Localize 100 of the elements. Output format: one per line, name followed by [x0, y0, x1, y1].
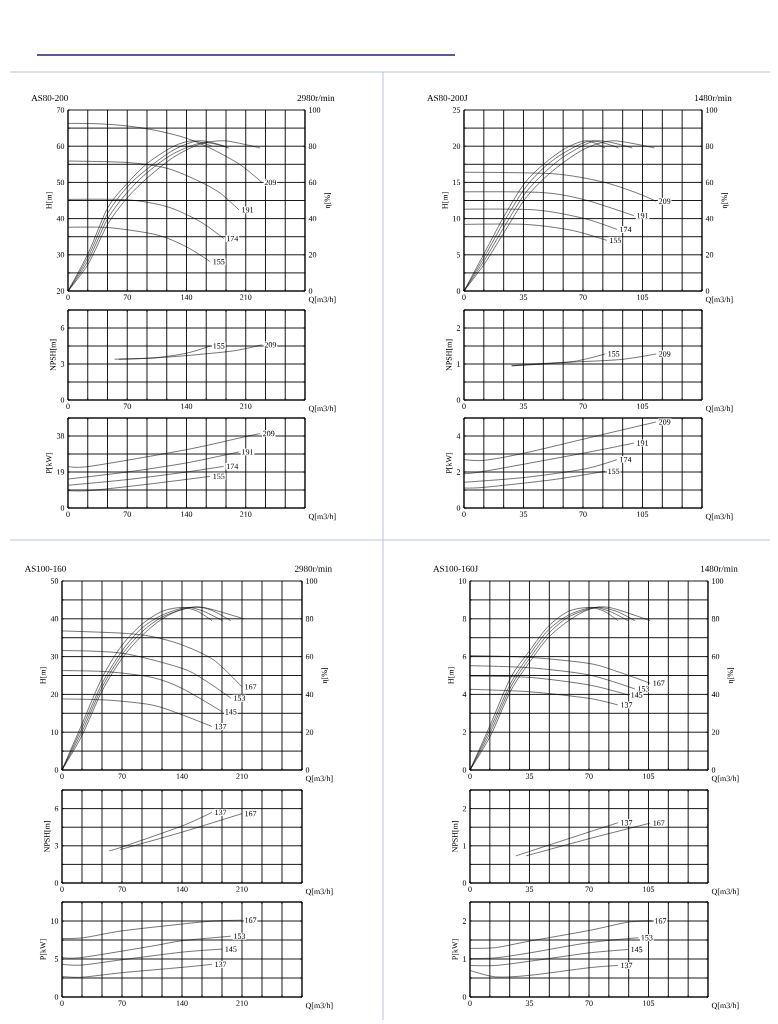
- y-tick-label: 8: [462, 616, 467, 622]
- y-axis-title: P[kW]: [39, 939, 47, 960]
- y-tick-label: 50: [50, 578, 59, 584]
- x-axis-title: Q[m3/h]: [711, 1002, 739, 1010]
- x-tick-label: 70: [579, 511, 587, 517]
- chart-title: AS100-160: [24, 565, 66, 572]
- series-label: 191: [637, 440, 649, 446]
- chart-title: AS100-160J: [433, 565, 478, 572]
- y-tick-label: 10: [51, 729, 59, 735]
- y2-tick-label: 0: [308, 288, 313, 294]
- y-axis-title: NPSH[m]: [49, 339, 57, 371]
- series-label: 191: [637, 213, 649, 219]
- series-label: 191: [242, 449, 254, 455]
- series-label: 155: [213, 473, 225, 480]
- x-axis-title: Q[m3/h]: [308, 405, 336, 413]
- y-axis-title: P[kW]: [445, 452, 453, 474]
- x-tick-label: 70: [585, 773, 593, 779]
- y2-tick-label: 80: [705, 143, 714, 149]
- y-axis-title: H[m]: [441, 192, 449, 209]
- y2-tick-label: 20: [705, 252, 714, 258]
- y-axis-title: P[kW]: [45, 452, 53, 474]
- series-label: 145: [225, 946, 237, 952]
- y-tick-label: 20: [452, 143, 461, 149]
- x-tick-label: 140: [176, 773, 188, 779]
- x-tick-label: 0: [66, 294, 70, 300]
- x-axis-title: Q[m3/h]: [705, 513, 733, 521]
- x-tick-label: 0: [468, 773, 472, 779]
- x-tick-label: 0: [468, 1000, 472, 1006]
- y-tick-label: 40: [50, 616, 59, 622]
- y-tick-label: 70: [57, 107, 65, 113]
- y-tick-label: 15: [453, 179, 461, 186]
- y-tick-label: 0: [54, 994, 59, 1000]
- x-tick-label: 35: [525, 1000, 534, 1006]
- y-tick-label: 6: [462, 653, 467, 660]
- x-tick-label: 70: [123, 294, 131, 300]
- series-label: 174: [227, 235, 239, 242]
- y2-axis-title: η[%]: [321, 668, 329, 684]
- y-tick-label: 5: [456, 252, 461, 258]
- series-label: 209: [263, 430, 275, 437]
- series-label: 153: [234, 695, 246, 701]
- y2-tick-label: 0: [711, 767, 716, 773]
- y-tick-label: 30: [50, 653, 59, 660]
- y2-tick-label: 20: [711, 729, 720, 735]
- y-tick-label: 2: [456, 325, 461, 331]
- x-axis-title: Q[m3/h]: [711, 775, 739, 783]
- y2-tick-label: 80: [305, 616, 314, 622]
- x-tick-label: 70: [579, 403, 587, 409]
- y-tick-label: 0: [456, 505, 461, 511]
- x-tick-label: 70: [118, 1000, 126, 1006]
- y2-tick-label: 20: [308, 252, 317, 258]
- y-tick-label: 25: [452, 107, 461, 113]
- series-label: 167: [653, 820, 665, 826]
- y-tick-label: 0: [462, 880, 467, 886]
- y-tick-label: 4: [456, 433, 461, 439]
- series-label: 137: [215, 809, 227, 816]
- y2-axis-title: η[%]: [324, 193, 332, 209]
- y-tick-label: 20: [56, 288, 65, 294]
- series-label: 137: [621, 962, 633, 969]
- series-label: 137: [621, 820, 633, 826]
- legend-label: 209: [659, 419, 671, 425]
- y2-tick-label: 80: [711, 616, 720, 622]
- x-tick-label: 105: [637, 403, 649, 409]
- y2-tick-label: 40: [705, 215, 714, 222]
- y2-tick-label: 20: [305, 729, 314, 735]
- x-tick-label: 140: [181, 294, 193, 300]
- chart-subtitle: 1480r/min: [695, 94, 732, 102]
- y2-tick-label: 100: [306, 578, 318, 584]
- x-tick-label: 140: [181, 511, 193, 517]
- y-tick-label: 60: [56, 143, 65, 149]
- y2-tick-label: 60: [305, 653, 314, 660]
- x-tick-label: 140: [176, 1000, 188, 1006]
- y-tick-label: 6: [54, 805, 59, 812]
- series-label: 155: [610, 237, 622, 244]
- x-tick-label: 0: [66, 403, 70, 409]
- x-tick-label: 105: [643, 886, 655, 892]
- y2-tick-label: 40: [305, 691, 314, 698]
- series-label: 155: [213, 343, 225, 349]
- y-tick-label: 20: [50, 691, 59, 698]
- y-tick-label: 0: [54, 880, 59, 886]
- y-tick-label: 2: [462, 729, 467, 735]
- y-axis-title: P[kW]: [451, 939, 459, 960]
- y-axis-title: NPSH[m]: [445, 339, 453, 371]
- x-axis-title: Q[m3/h]: [305, 1002, 333, 1010]
- chart-subtitle: 2980r/min: [297, 94, 335, 102]
- x-tick-label: 35: [519, 403, 528, 409]
- y2-axis-title: η[%]: [721, 193, 729, 209]
- series-label: 167: [245, 917, 257, 923]
- y-tick-label: 0: [462, 767, 467, 773]
- x-tick-label: 70: [585, 886, 593, 892]
- y-tick-label: 10: [51, 918, 59, 924]
- chart-subtitle: 2980r/min: [294, 565, 332, 572]
- series-label: 209: [264, 179, 277, 186]
- y-tick-label: 10: [453, 215, 461, 222]
- series-label: 167: [653, 680, 665, 686]
- x-tick-label: 35: [525, 886, 534, 892]
- x-tick-label: 70: [123, 511, 131, 517]
- series-label: 145: [225, 709, 237, 715]
- series-label: 137: [215, 723, 227, 730]
- y-tick-label: 0: [60, 397, 65, 403]
- y2-tick-label: 100: [712, 578, 724, 584]
